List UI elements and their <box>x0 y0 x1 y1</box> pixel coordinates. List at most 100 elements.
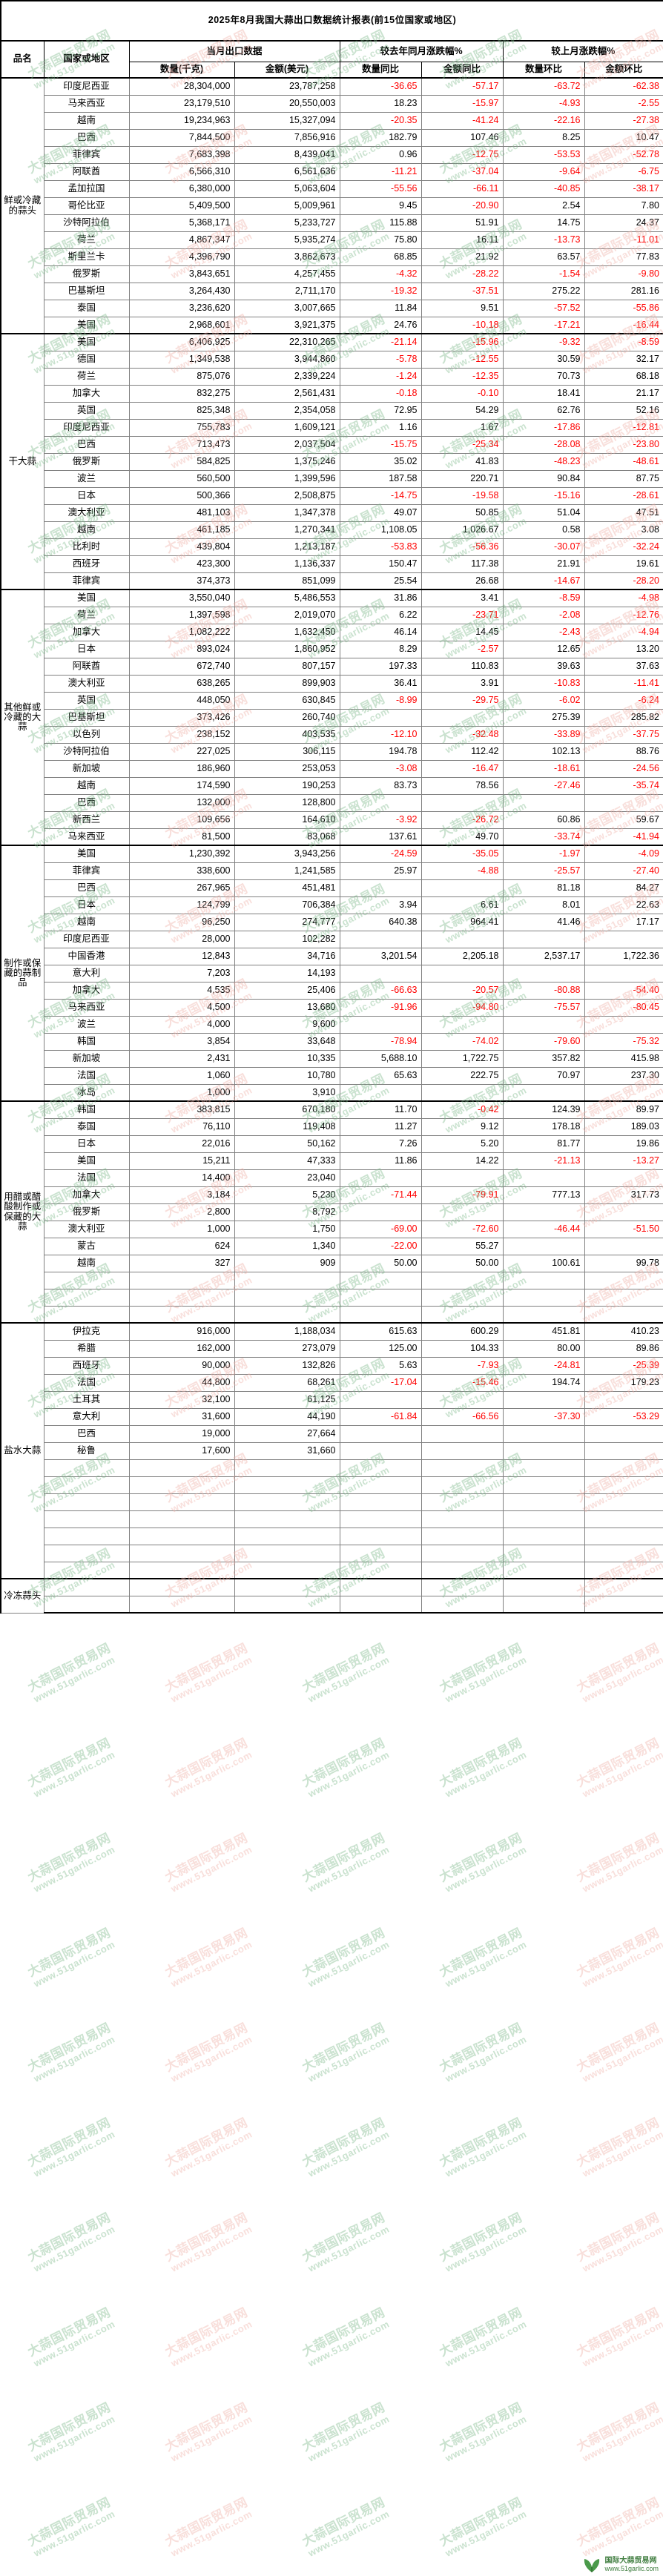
country-cell: 越南 <box>43 1254 130 1272</box>
amount-cell: 706,384 <box>234 896 340 914</box>
amount-cell <box>234 1305 340 1324</box>
quantity-mom-cell <box>502 1441 585 1460</box>
amount-cell: 909 <box>234 1254 340 1272</box>
amount-mom-cell: -11.41 <box>584 674 663 693</box>
watermark: 大蒜国际贸易网 www.51garlic.com <box>437 2115 529 2179</box>
amount-cell <box>234 1527 340 1545</box>
quantity-mom-cell: -9.64 <box>502 162 585 181</box>
quantity-mom-cell: 18.41 <box>502 384 585 403</box>
table-row: 法国 44,800 68,261 -17.04 -15.46 194.74 179.23 <box>1 1373 663 1392</box>
quantity-cell: 81,500 <box>128 828 235 846</box>
amount-mom-cell <box>584 793 663 812</box>
quantity-yoy-cell: 68.85 <box>339 248 422 266</box>
amount-yoy-cell: 50.85 <box>420 503 504 522</box>
amount-cell <box>234 1288 340 1307</box>
amount-cell: 1,399,596 <box>234 469 340 488</box>
quantity-mom-cell: -25.57 <box>502 862 585 880</box>
category-cell: 鲜或冷藏的蒜头 <box>0 77 44 334</box>
watermark: 大蒜国际贸易网 www.51garlic.com <box>437 1735 529 1800</box>
amount-yoy-cell <box>420 930 504 948</box>
amount-mom-cell: 19.86 <box>584 1135 663 1153</box>
amount-mom-cell: 59.67 <box>584 810 663 829</box>
amount-cell: 451,481 <box>234 879 340 897</box>
amount-yoy-cell <box>420 1441 504 1460</box>
country-cell: 俄罗斯 <box>43 1203 130 1221</box>
amount-mom-cell: -13.27 <box>584 1152 663 1170</box>
quantity-cell: 28,304,000 <box>128 77 235 96</box>
quantity-yoy-cell: -14.75 <box>339 486 422 505</box>
amount-yoy-cell: -15.46 <box>420 1373 504 1392</box>
quantity-mom-cell <box>502 1544 585 1562</box>
header-quantity-mom: 数量环比 <box>502 61 585 79</box>
quantity-mom-cell: 2.54 <box>502 196 585 215</box>
header-amount-yoy: 金额同比 <box>420 61 504 79</box>
table-row: 其他鲜或冷藏的大蒜 美国 3,550,040 5,486,553 31.86 3.41 -8… <box>0 589 663 846</box>
quantity-cell: 893,024 <box>128 640 235 658</box>
amount-yoy-cell: -56.36 <box>420 538 504 556</box>
amount-cell: 9,600 <box>234 1015 340 1034</box>
amount-mom-cell: 13.20 <box>584 640 663 658</box>
amount-mom-cell: 285.82 <box>584 708 663 727</box>
quantity-yoy-cell: -3.92 <box>339 810 422 829</box>
table-row: 菲律宾 374,373 851,099 25.54 26.68 -14.67 -28.20 <box>1 572 663 590</box>
watermark: 大蒜国际贸易网 www.51garlic.com <box>574 2115 663 2179</box>
country-cell: 越南 <box>43 111 130 130</box>
quantity-yoy-cell: 83.73 <box>339 776 422 795</box>
amount-cell: 61,125 <box>234 1390 340 1409</box>
amount-mom-cell: 3.08 <box>584 521 663 539</box>
quantity-mom-cell: -46.44 <box>502 1220 585 1238</box>
quantity-cell: 3,843,651 <box>128 265 235 283</box>
amount-mom-cell: 1,722.36 <box>584 947 663 965</box>
quantity-mom-cell: 14.75 <box>502 214 585 232</box>
country-cell: 日本 <box>43 1135 130 1153</box>
quantity-mom-cell: 178.18 <box>502 1117 585 1136</box>
amount-cell: 1,347,378 <box>234 503 340 522</box>
country-cell: 印度尼西亚 <box>43 77 130 96</box>
watermark: 大蒜国际贸易网 www.51garlic.com <box>300 2305 392 2369</box>
amount-mom-cell: -4.94 <box>584 623 663 641</box>
table-row: 巴西 267,965 451,481 81.18 84.27 <box>1 879 663 897</box>
category-cell: 制作或保藏的蒜制品 <box>0 845 44 1102</box>
quantity-yoy-cell: -5.78 <box>339 350 422 369</box>
table-row: 比利时 439,804 1,213,187 -53.83 -56.36 -30.07 -32… <box>1 538 663 556</box>
header-quantity-yoy: 数量同比 <box>339 61 422 79</box>
quantity-yoy-cell <box>339 1459 422 1477</box>
amount-yoy-cell: 41.83 <box>420 452 504 471</box>
table-row: 日本 22,016 50,162 7.26 5.20 81.77 19.86 <box>1 1135 663 1153</box>
amount-cell <box>234 1578 340 1596</box>
amount-mom-cell: 7.80 <box>584 196 663 215</box>
quantity-yoy-cell: -4.32 <box>339 265 422 283</box>
table-row: 加拿大 4,535 25,406 -66.63 -20.57 -80.88 -54.40 <box>1 981 663 1000</box>
country-cell: 波兰 <box>43 1015 130 1034</box>
amount-yoy-cell: 9.51 <box>420 299 504 317</box>
country-cell: 菲律宾 <box>43 862 130 880</box>
quantity-cell: 383,815 <box>128 1100 235 1119</box>
watermark: 大蒜国际贸易网 www.51garlic.com <box>162 1735 254 1800</box>
quantity-yoy-cell: 137.61 <box>339 828 422 846</box>
quantity-cell: 109,656 <box>128 810 235 829</box>
amount-cell: 6,561,636 <box>234 162 340 181</box>
table-row <box>1 1544 663 1562</box>
watermark: 大蒜国际贸易网 www.51garlic.com <box>574 2305 663 2369</box>
amount-yoy-cell: 110.83 <box>420 657 504 676</box>
amount-mom-cell <box>584 1288 663 1307</box>
amount-yoy-cell: 117.38 <box>420 555 504 573</box>
quantity-mom-cell: -27.46 <box>502 776 585 795</box>
amount-yoy-cell: -19.58 <box>420 486 504 505</box>
country-cell: 斯里兰卡 <box>43 248 130 266</box>
watermark: 大蒜国际贸易网 www.51garlic.com <box>574 2020 663 2084</box>
quantity-mom-cell: 39.63 <box>502 657 585 676</box>
amount-cell: 190,253 <box>234 776 340 795</box>
table-row: 澳大利亚 481,103 1,347,378 49.07 50.85 51.04 47.51 <box>1 503 663 522</box>
table-row: 中国香港 12,843 34,716 3,201.54 2,205.18 2,537.17… <box>1 947 663 965</box>
quantity-cell: 500,366 <box>128 486 235 505</box>
amount-yoy-cell <box>420 793 504 812</box>
amount-cell: 33,648 <box>234 1032 340 1051</box>
quantity-cell: 638,265 <box>128 674 235 693</box>
amount-cell: 1,241,585 <box>234 862 340 880</box>
quantity-mom-cell: 0.58 <box>502 521 585 539</box>
table-row: 新加坡 186,960 253,053 -3.08 -16.47 -18.61 -24.56 <box>1 759 663 778</box>
amount-yoy-cell: -15.96 <box>420 333 504 351</box>
country-cell: 新加坡 <box>43 1049 130 1068</box>
table-row: 冰岛 1,000 3,910 <box>1 1083 663 1102</box>
